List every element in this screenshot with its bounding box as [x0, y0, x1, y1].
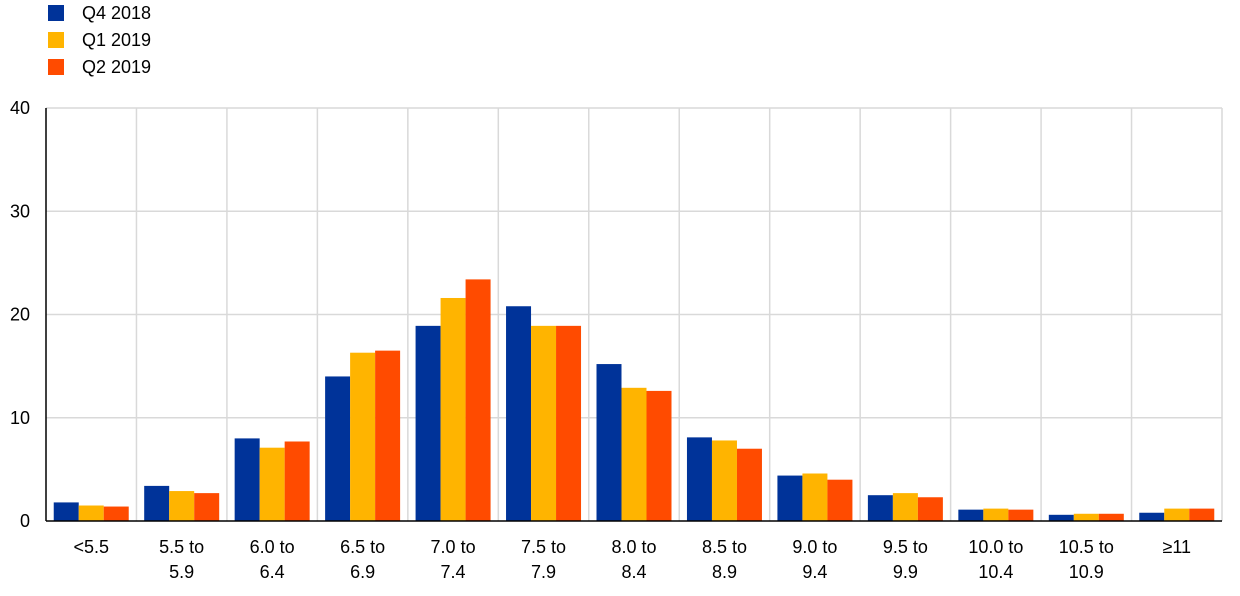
- bar-series1-cat12: [1048, 514, 1074, 521]
- bar-series2-cat13: [1164, 508, 1190, 521]
- bar-series3-cat10: [917, 497, 943, 521]
- legend-label-3: Q2 2019: [82, 57, 151, 77]
- bar-series1-cat11: [958, 509, 984, 521]
- x-tick-label-12: 10.5 to 10.9: [1059, 537, 1114, 582]
- y-tick-label-1: 0: [20, 511, 30, 531]
- x-tick-label-5: 7.0 to 7.4: [431, 537, 476, 582]
- bar-series3-cat11: [1008, 509, 1034, 521]
- x-tick-label-10: 9.5 to 9.9: [883, 537, 928, 582]
- bar-series2-cat12: [1073, 513, 1099, 521]
- bar-series1-cat8: [686, 437, 712, 521]
- bar-series3-cat9: [827, 479, 853, 521]
- x-tick-label-8: 8.5 to 8.9: [702, 537, 747, 582]
- x-tick-label-1: <5.5: [73, 537, 109, 557]
- legend-swatch-3: [48, 59, 64, 75]
- bars: [53, 279, 1215, 521]
- x-tick-label-11: 10.0 to 10.4: [968, 537, 1023, 582]
- y-tick-label-5: 40: [10, 98, 30, 118]
- bar-series2-cat8: [711, 440, 737, 521]
- x-tick-label-13: ≥11: [1162, 537, 1191, 557]
- x-tick-label-6: 7.5 to 7.9: [521, 537, 566, 582]
- bar-series3-cat7: [646, 390, 672, 521]
- bar-series3-cat2: [194, 493, 220, 521]
- x-tick-label-3: 6.0 to 6.4: [250, 537, 295, 582]
- bar-series2-cat5: [440, 297, 466, 521]
- x-tick-labels: <5.5 5.5 to 5.9 6.0 to 6.4 6.5 to 6.9 7.0 to 7.4…: [73, 537, 1191, 582]
- bar-series1-cat6: [506, 306, 532, 521]
- bar-series3-cat5: [465, 279, 491, 521]
- bar-series2-cat2: [169, 491, 195, 521]
- legend-label-1: Q4 2018: [82, 3, 151, 23]
- x-tick-label-7: 8.0 to 8.4: [611, 537, 656, 582]
- bar-series3-cat8: [736, 448, 762, 521]
- bar-series1-cat10: [867, 495, 893, 521]
- bar-series2-cat10: [892, 493, 918, 521]
- bar-series1-cat5: [415, 325, 441, 521]
- y-tick-labels: 0 10 20 30 40: [10, 98, 30, 531]
- bar-series3-cat3: [284, 441, 310, 521]
- gridlines: [46, 107, 1223, 521]
- legend-swatch-1: [48, 5, 64, 21]
- x-tick-label-4: 6.5 to 6.9: [340, 537, 385, 582]
- bar-series2-cat4: [350, 352, 376, 521]
- legend: Q4 2018 Q1 2019 Q2 2019: [48, 3, 151, 77]
- bar-series2-cat6: [531, 325, 557, 521]
- bar-series1-cat4: [325, 376, 351, 521]
- bar-series2-cat1: [78, 505, 104, 521]
- bar-series1-cat13: [1139, 512, 1165, 521]
- bar-series3-cat1: [103, 506, 129, 521]
- bar-series1-cat7: [596, 364, 622, 521]
- bar-series1-cat3: [234, 438, 260, 521]
- axes: [45, 108, 1222, 522]
- legend-swatch-2: [48, 32, 64, 48]
- y-tick-label-2: 10: [10, 408, 30, 428]
- legend-label-2: Q1 2019: [82, 30, 151, 50]
- bar-series1-cat2: [144, 485, 170, 521]
- bar-series2-cat3: [259, 447, 285, 521]
- y-tick-label-4: 30: [10, 201, 30, 221]
- x-tick-label-2: 5.5 to 5.9: [159, 537, 204, 582]
- y-tick-label-3: 20: [10, 305, 30, 325]
- bar-series1-cat1: [53, 502, 79, 521]
- bar-series3-cat13: [1189, 508, 1215, 521]
- bar-series2-cat7: [621, 387, 647, 521]
- bar-series2-cat9: [802, 473, 828, 521]
- bar-series3-cat4: [375, 350, 401, 521]
- bar-series3-cat12: [1098, 513, 1124, 521]
- x-tick-label-9: 9.0 to 9.4: [792, 537, 837, 582]
- bar-series3-cat6: [556, 325, 582, 521]
- bar-series2-cat11: [983, 508, 1009, 521]
- bar-series1-cat9: [777, 475, 803, 521]
